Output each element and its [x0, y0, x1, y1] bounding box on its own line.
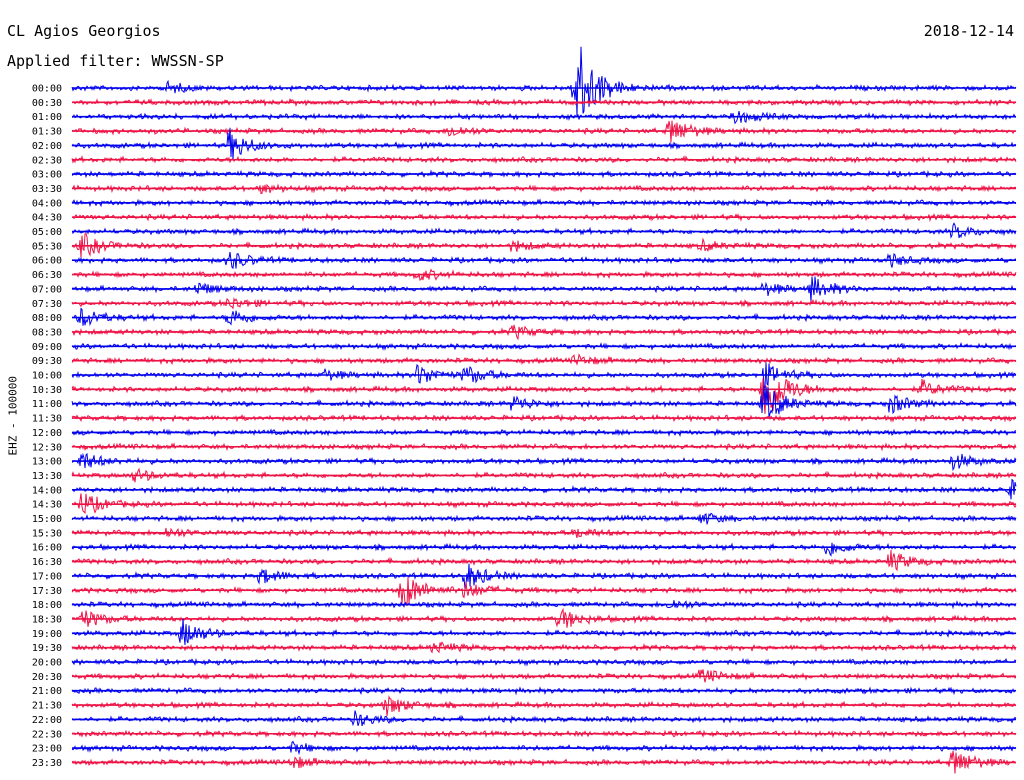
trace-row — [71, 493, 1017, 515]
row-time-label: 02:30 — [32, 155, 62, 166]
trace-row — [71, 694, 1017, 717]
row-time-label: 08:00 — [32, 313, 62, 324]
row-time-label: 00:30 — [32, 98, 62, 109]
row-time-label: 12:00 — [32, 428, 62, 439]
row-time-label: 15:00 — [32, 514, 62, 525]
row-time-label: 15:30 — [32, 528, 62, 539]
row-time-label: 20:00 — [32, 658, 62, 669]
trace-row — [71, 577, 1017, 607]
row-time-label: 19:30 — [32, 643, 62, 654]
row-time-label: 16:00 — [32, 543, 62, 554]
row-time-label: 12:30 — [32, 442, 62, 453]
row-time-label: 04:00 — [32, 198, 62, 209]
trace-row — [71, 378, 1017, 414]
row-time-label: 17:30 — [32, 586, 62, 597]
row-time-label: 22:00 — [32, 715, 62, 726]
row-time-label: 09:00 — [32, 342, 62, 353]
row-time-label: 10:00 — [32, 371, 62, 382]
trace-row — [71, 428, 1017, 437]
row-time-label: 06:00 — [32, 256, 62, 267]
row-time-label: 23:00 — [32, 744, 62, 755]
trace-row — [71, 710, 1017, 727]
row-time-label: 17:00 — [32, 571, 62, 582]
row-time-label: 01:00 — [32, 112, 62, 123]
row-time-label: 07:30 — [32, 299, 62, 310]
row-time-label: 06:30 — [32, 270, 62, 281]
trace-row — [71, 46, 1017, 118]
row-time-label: 21:00 — [32, 686, 62, 697]
filter-label: Applied filter: WWSSN-SP — [7, 52, 224, 70]
row-time-label: 05:30 — [32, 241, 62, 252]
station-name: CL Agios Georgios — [7, 22, 161, 40]
row-time-label: 00:00 — [32, 84, 62, 95]
row-time-label: 22:30 — [32, 729, 62, 740]
trace-row — [71, 169, 1017, 179]
row-time-label: 01:30 — [32, 127, 62, 138]
row-time-label: 14:00 — [32, 485, 62, 496]
row-time-label: 11:00 — [32, 399, 62, 410]
row-time-label: 10:30 — [32, 385, 62, 396]
row-time-label: 07:00 — [32, 284, 62, 295]
row-time-label: 19:00 — [32, 629, 62, 640]
row-time-label: 18:00 — [32, 600, 62, 611]
trace-row — [71, 549, 1017, 572]
row-time-label: 04:30 — [32, 213, 62, 224]
trace-row — [71, 618, 1017, 645]
row-time-label: 21:30 — [32, 701, 62, 712]
row-time-label: 05:00 — [32, 227, 62, 238]
trace-row — [71, 111, 1017, 125]
trace-row — [71, 353, 1017, 366]
row-time-label: 18:30 — [32, 614, 62, 625]
row-time-label: 13:00 — [32, 457, 62, 468]
date-label: 2018-12-14 — [923, 22, 1014, 40]
row-time-label: 20:30 — [32, 672, 62, 683]
row-time-label: 03:30 — [32, 184, 62, 195]
row-time-label: 13:30 — [32, 471, 62, 482]
row-time-label: 11:30 — [32, 414, 62, 425]
trace-row — [71, 542, 1017, 557]
trace-row — [72, 222, 1017, 239]
row-time-label: 02:00 — [32, 141, 62, 152]
row-time-label: 14:30 — [32, 500, 62, 511]
row-time-label: 08:30 — [32, 327, 62, 338]
row-time-label: 23:30 — [32, 758, 62, 769]
row-time-label: 03:00 — [32, 170, 62, 181]
row-time-label: 09:30 — [32, 356, 62, 367]
trace-row — [71, 527, 1017, 539]
row-time-label: 16:30 — [32, 557, 62, 568]
